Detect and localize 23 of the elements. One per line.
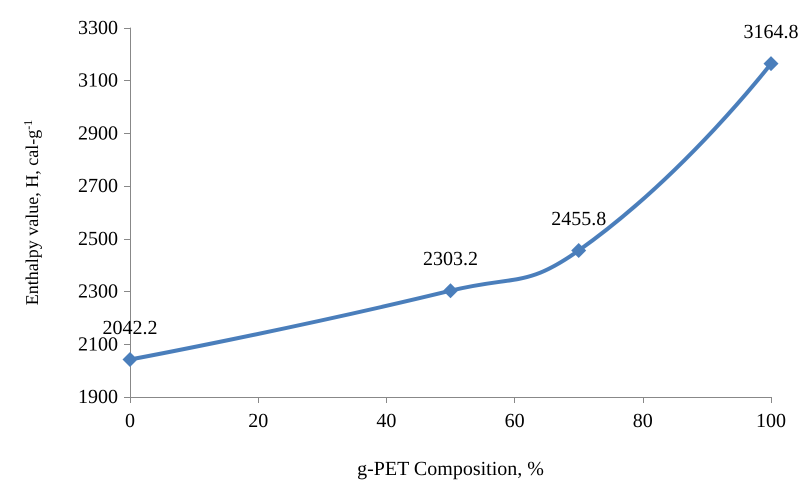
point	[764, 56, 778, 72]
y-tick-label: 2500	[78, 228, 118, 250]
data-label: 2455.8	[551, 208, 606, 230]
y-tick-label: 3300	[78, 17, 118, 39]
x-tick-label: 40	[376, 410, 396, 432]
point	[122, 352, 138, 368]
x-tick-label: 20	[248, 410, 268, 432]
point	[571, 243, 586, 258]
x-tick-label: 100	[756, 410, 786, 432]
y-tick-label: 2700	[78, 175, 118, 198]
x-tick-label: 80	[632, 410, 653, 432]
y-tick-label: 2100	[78, 333, 118, 356]
point	[443, 283, 458, 298]
y-axis-title: Enthalpy value, H, cal-g-1	[21, 120, 42, 306]
x-tick-label: 60	[504, 410, 525, 432]
data-label: 2303.2	[423, 248, 478, 270]
data-label: 3164.8	[744, 21, 798, 44]
y-tick-label: 2900	[78, 122, 118, 144]
y-tick-label: 2300	[78, 280, 118, 303]
x-tick-label: 0	[125, 410, 135, 432]
y-tick-label: 1900	[78, 386, 118, 408]
y-tick-label: 3100	[78, 70, 118, 92]
x-axis-title: g-PET Composition, %	[357, 458, 544, 480]
